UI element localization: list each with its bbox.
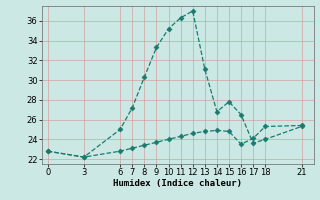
X-axis label: Humidex (Indice chaleur): Humidex (Indice chaleur): [113, 179, 242, 188]
